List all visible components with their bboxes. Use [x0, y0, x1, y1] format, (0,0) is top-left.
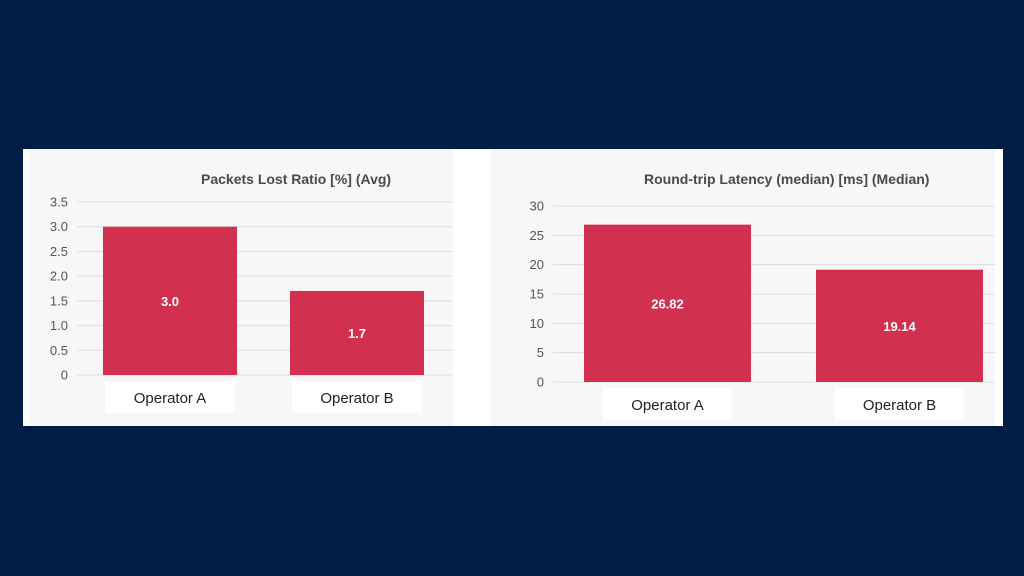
bar [816, 269, 983, 382]
y-tick-label: 0 [537, 375, 544, 390]
y-tick-label: 25 [530, 228, 544, 243]
charts-panel: Packets Lost Ratio [%] (Avg) 0 0.5 1.0 1.5 2… [23, 149, 1003, 426]
data-label: 3.0 [161, 294, 179, 309]
x-tick-label: Operator A [631, 397, 704, 414]
data-label: 19.14 [883, 319, 916, 334]
y-tick-label: 1.0 [50, 318, 68, 333]
y-tick-label: 10 [530, 316, 544, 331]
y-tick-label: 20 [530, 257, 544, 272]
category-label-bg [602, 388, 733, 420]
category-label-bg [292, 381, 422, 413]
x-tick-label: Operator A [134, 390, 207, 407]
y-tick-label: 30 [530, 199, 544, 214]
chart-title: Packets Lost Ratio [%] (Avg) [201, 171, 392, 187]
chart-title: Round-trip Latency (median) [ms] (Median… [644, 171, 930, 187]
y-tick-label: 3.5 [50, 195, 68, 210]
y-tick-label: 1.5 [50, 293, 68, 308]
y-tick-label: 2.5 [50, 244, 68, 259]
category-label-bg [834, 388, 965, 420]
x-tick-label: Operator B [320, 390, 393, 407]
y-tick-label: 3.0 [50, 219, 68, 234]
data-label: 1.7 [348, 326, 366, 341]
latency-chart: Round-trip Latency (median) [ms] (Median… [491, 149, 995, 426]
category-label-bg [105, 381, 235, 413]
x-tick-label: Operator B [863, 397, 936, 414]
y-tick-label: 5 [537, 345, 544, 360]
y-tick-label: 0.5 [50, 343, 68, 358]
bar [584, 224, 751, 382]
bar [103, 226, 237, 375]
latency-plot: 0 5 10 15 20 25 30 26.82 Operator A 19.14 Operator… [530, 199, 995, 420]
data-label: 26.82 [651, 296, 684, 311]
y-tick-label: 2.0 [50, 269, 68, 284]
y-tick-label: 15 [530, 287, 544, 302]
bar [290, 290, 424, 375]
packets-lost-plot: 0 0.5 1.0 1.5 2.0 2.5 3.0 3.5 3.0 Operator A 1.7 Op… [50, 195, 453, 413]
packets-lost-chart: Packets Lost Ratio [%] (Avg) 0 0.5 1.0 1.5 2… [29, 149, 453, 426]
y-tick-label: 0 [61, 368, 68, 383]
